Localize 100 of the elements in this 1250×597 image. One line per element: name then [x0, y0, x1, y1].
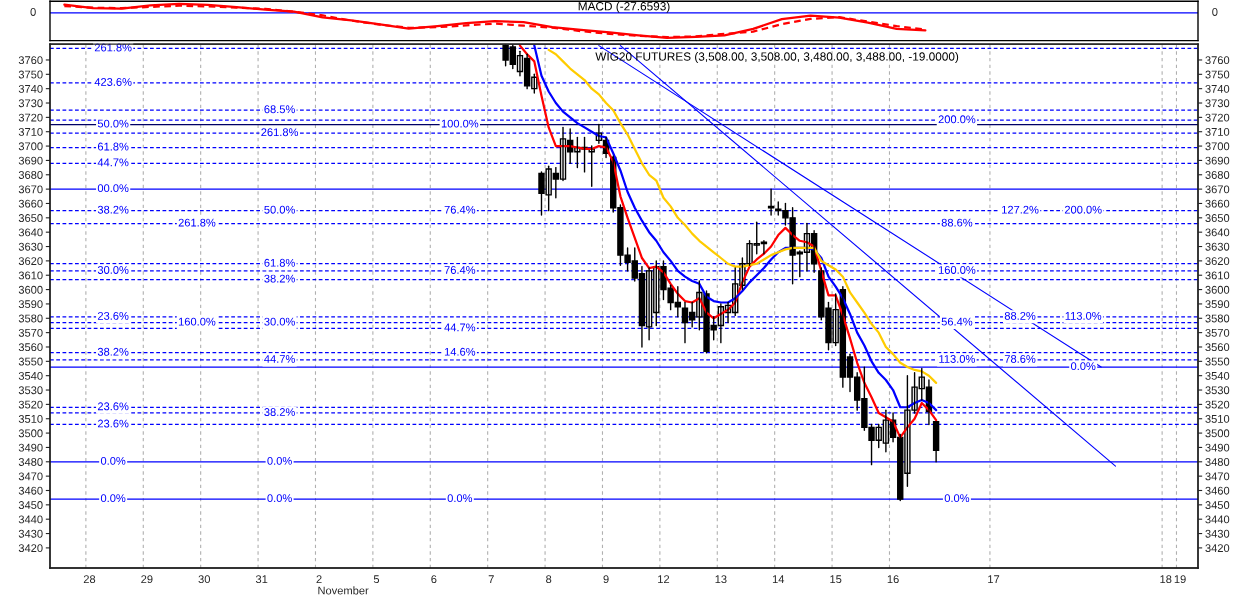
y2-tick-label: 3750 [1205, 70, 1230, 79]
y-tick-label: 3560 [18, 343, 43, 352]
x-tick-label: 28 [83, 575, 96, 584]
y-tick-label: 3740 [18, 84, 43, 93]
y-tick-label: 3710 [18, 127, 43, 136]
y2-tick-label: 3650 [1205, 214, 1230, 222]
annotation: 100.0% [441, 119, 479, 128]
annotation: 38.2% [97, 347, 129, 356]
y-tick-label: 3640 [18, 228, 43, 237]
y2-tick-label: 3500 [1205, 429, 1230, 438]
ref-line-label: 0 [30, 8, 36, 16]
annotation: 30.0% [264, 317, 295, 326]
y-tick-label: 3660 [18, 199, 43, 208]
annotation: 61.8% [97, 142, 129, 151]
annotation: 200.0% [1064, 205, 1102, 214]
y2-tick-label: 3490 [1205, 443, 1230, 452]
x-tick-label: 18 [1160, 575, 1172, 584]
y-tick-label: 3420 [18, 544, 43, 553]
y-tick-label: 3720 [18, 113, 43, 122]
y2-tick-label: 3710 [1205, 127, 1230, 136]
text: November [318, 586, 369, 595]
y2-tick-label: 3720 [1205, 113, 1230, 122]
x-tick-label: 2 [316, 575, 322, 583]
annotation: 44.7% [264, 355, 295, 363]
y2-tick-label: 3580 [1205, 314, 1230, 323]
annotation: 113.0% [1065, 311, 1102, 320]
y2-tick-label: 3700 [1205, 142, 1230, 151]
annotation: 14.6% [444, 347, 476, 356]
y-tick-label: 3510 [18, 415, 43, 423]
chart-title: MACD (-27.6593) [578, 1, 670, 13]
annotation: 0.0% [267, 494, 292, 503]
y2-tick-label: 3550 [1205, 357, 1230, 366]
annotation: 261.8% [94, 43, 132, 52]
y-tick-label: 3650 [18, 214, 43, 222]
x-tick-label: 15 [830, 575, 842, 584]
x-tick-label: 29 [141, 575, 153, 584]
annotation: 78.6% [1004, 355, 1036, 363]
y-tick-label: 3520 [18, 400, 43, 409]
y-tick-label: 3670 [18, 185, 43, 194]
x-tick-label: 30 [198, 575, 211, 584]
y2-tick-label: 3570 [1205, 328, 1230, 337]
annotation: 76.4% [444, 205, 476, 214]
y2-tick-label: 3480 [1205, 458, 1230, 466]
y-tick-label: 3690 [18, 156, 43, 165]
annotation: 38.2% [264, 274, 295, 283]
annotation: 0.0% [100, 456, 126, 465]
y2-tick-label: 3740 [1205, 84, 1230, 93]
annotation: 76.4% [444, 266, 476, 274]
x-tick-label: 31 [255, 575, 268, 584]
x-tick-label: 8 [546, 575, 552, 584]
y2-tick-label: 3640 [1205, 228, 1230, 237]
y-tick-label: 3440 [18, 515, 43, 524]
annotation: 38.2% [264, 408, 295, 416]
annotation: 50.0% [264, 205, 295, 214]
y2-tick-label: 3450 [1205, 501, 1230, 509]
y-tick-label: 3610 [18, 271, 43, 280]
y2-tick-label: 3530 [1205, 386, 1230, 395]
y-tick-label: 3590 [18, 300, 43, 309]
annotation: 160.0% [938, 266, 976, 274]
y-tick-label: 3570 [18, 328, 43, 337]
y2-tick-label: 3600 [1205, 285, 1230, 294]
annotation: 160.0% [178, 317, 216, 326]
annotation: 50.0% [97, 119, 129, 128]
y-tick-label: 3620 [18, 257, 43, 266]
y2-tick-label: 3630 [1205, 242, 1230, 251]
y-tick-label: 3530 [18, 386, 43, 395]
y2-tick-label: 3520 [1205, 400, 1230, 409]
y2-tick-label: 3420 [1205, 544, 1230, 553]
y2-tick-label: 3610 [1205, 271, 1230, 280]
annotation: 61.8% [264, 258, 295, 267]
y-tick-label: 3630 [18, 242, 43, 251]
y2-tick-label: 3660 [1205, 199, 1230, 208]
y-tick-label: 3750 [18, 70, 43, 79]
x-tick-label: 17 [988, 575, 1000, 583]
y2-tick-label: 3760 [1205, 56, 1230, 65]
y2-tick-label: 3730 [1205, 99, 1230, 108]
y2-tick-label: 3680 [1205, 171, 1230, 179]
annotation: 113.0% [939, 355, 975, 363]
annotation: 44.7% [444, 323, 476, 332]
y2-tick-label: 3690 [1205, 156, 1230, 165]
y-tick-label: 3550 [18, 357, 43, 366]
y2-tick-label: 3470 [1205, 472, 1230, 481]
x-tick-label: 13 [715, 575, 727, 584]
text: 0 [1212, 8, 1218, 16]
annotation: 423.6% [94, 78, 132, 86]
annotation: 68.5% [264, 105, 295, 114]
annotation: 127.2% [1002, 205, 1039, 214]
y2-tick-label: 3670 [1205, 185, 1230, 194]
y-tick-label: 3760 [18, 56, 43, 65]
y-tick-label: 3460 [18, 486, 43, 495]
y-tick-label: 3430 [18, 529, 43, 538]
x-tick-label: 19 [1174, 575, 1186, 584]
y2-tick-label: 3540 [1205, 371, 1230, 380]
y-tick-label: 3500 [18, 429, 43, 438]
annotation: 23.6% [97, 311, 129, 320]
annotation: 23.6% [97, 419, 129, 428]
y-tick-label: 3490 [18, 443, 43, 452]
annotation: 00.0% [97, 184, 129, 193]
x-tick-label: 12 [658, 575, 670, 583]
annotation: 261.8% [261, 128, 299, 137]
